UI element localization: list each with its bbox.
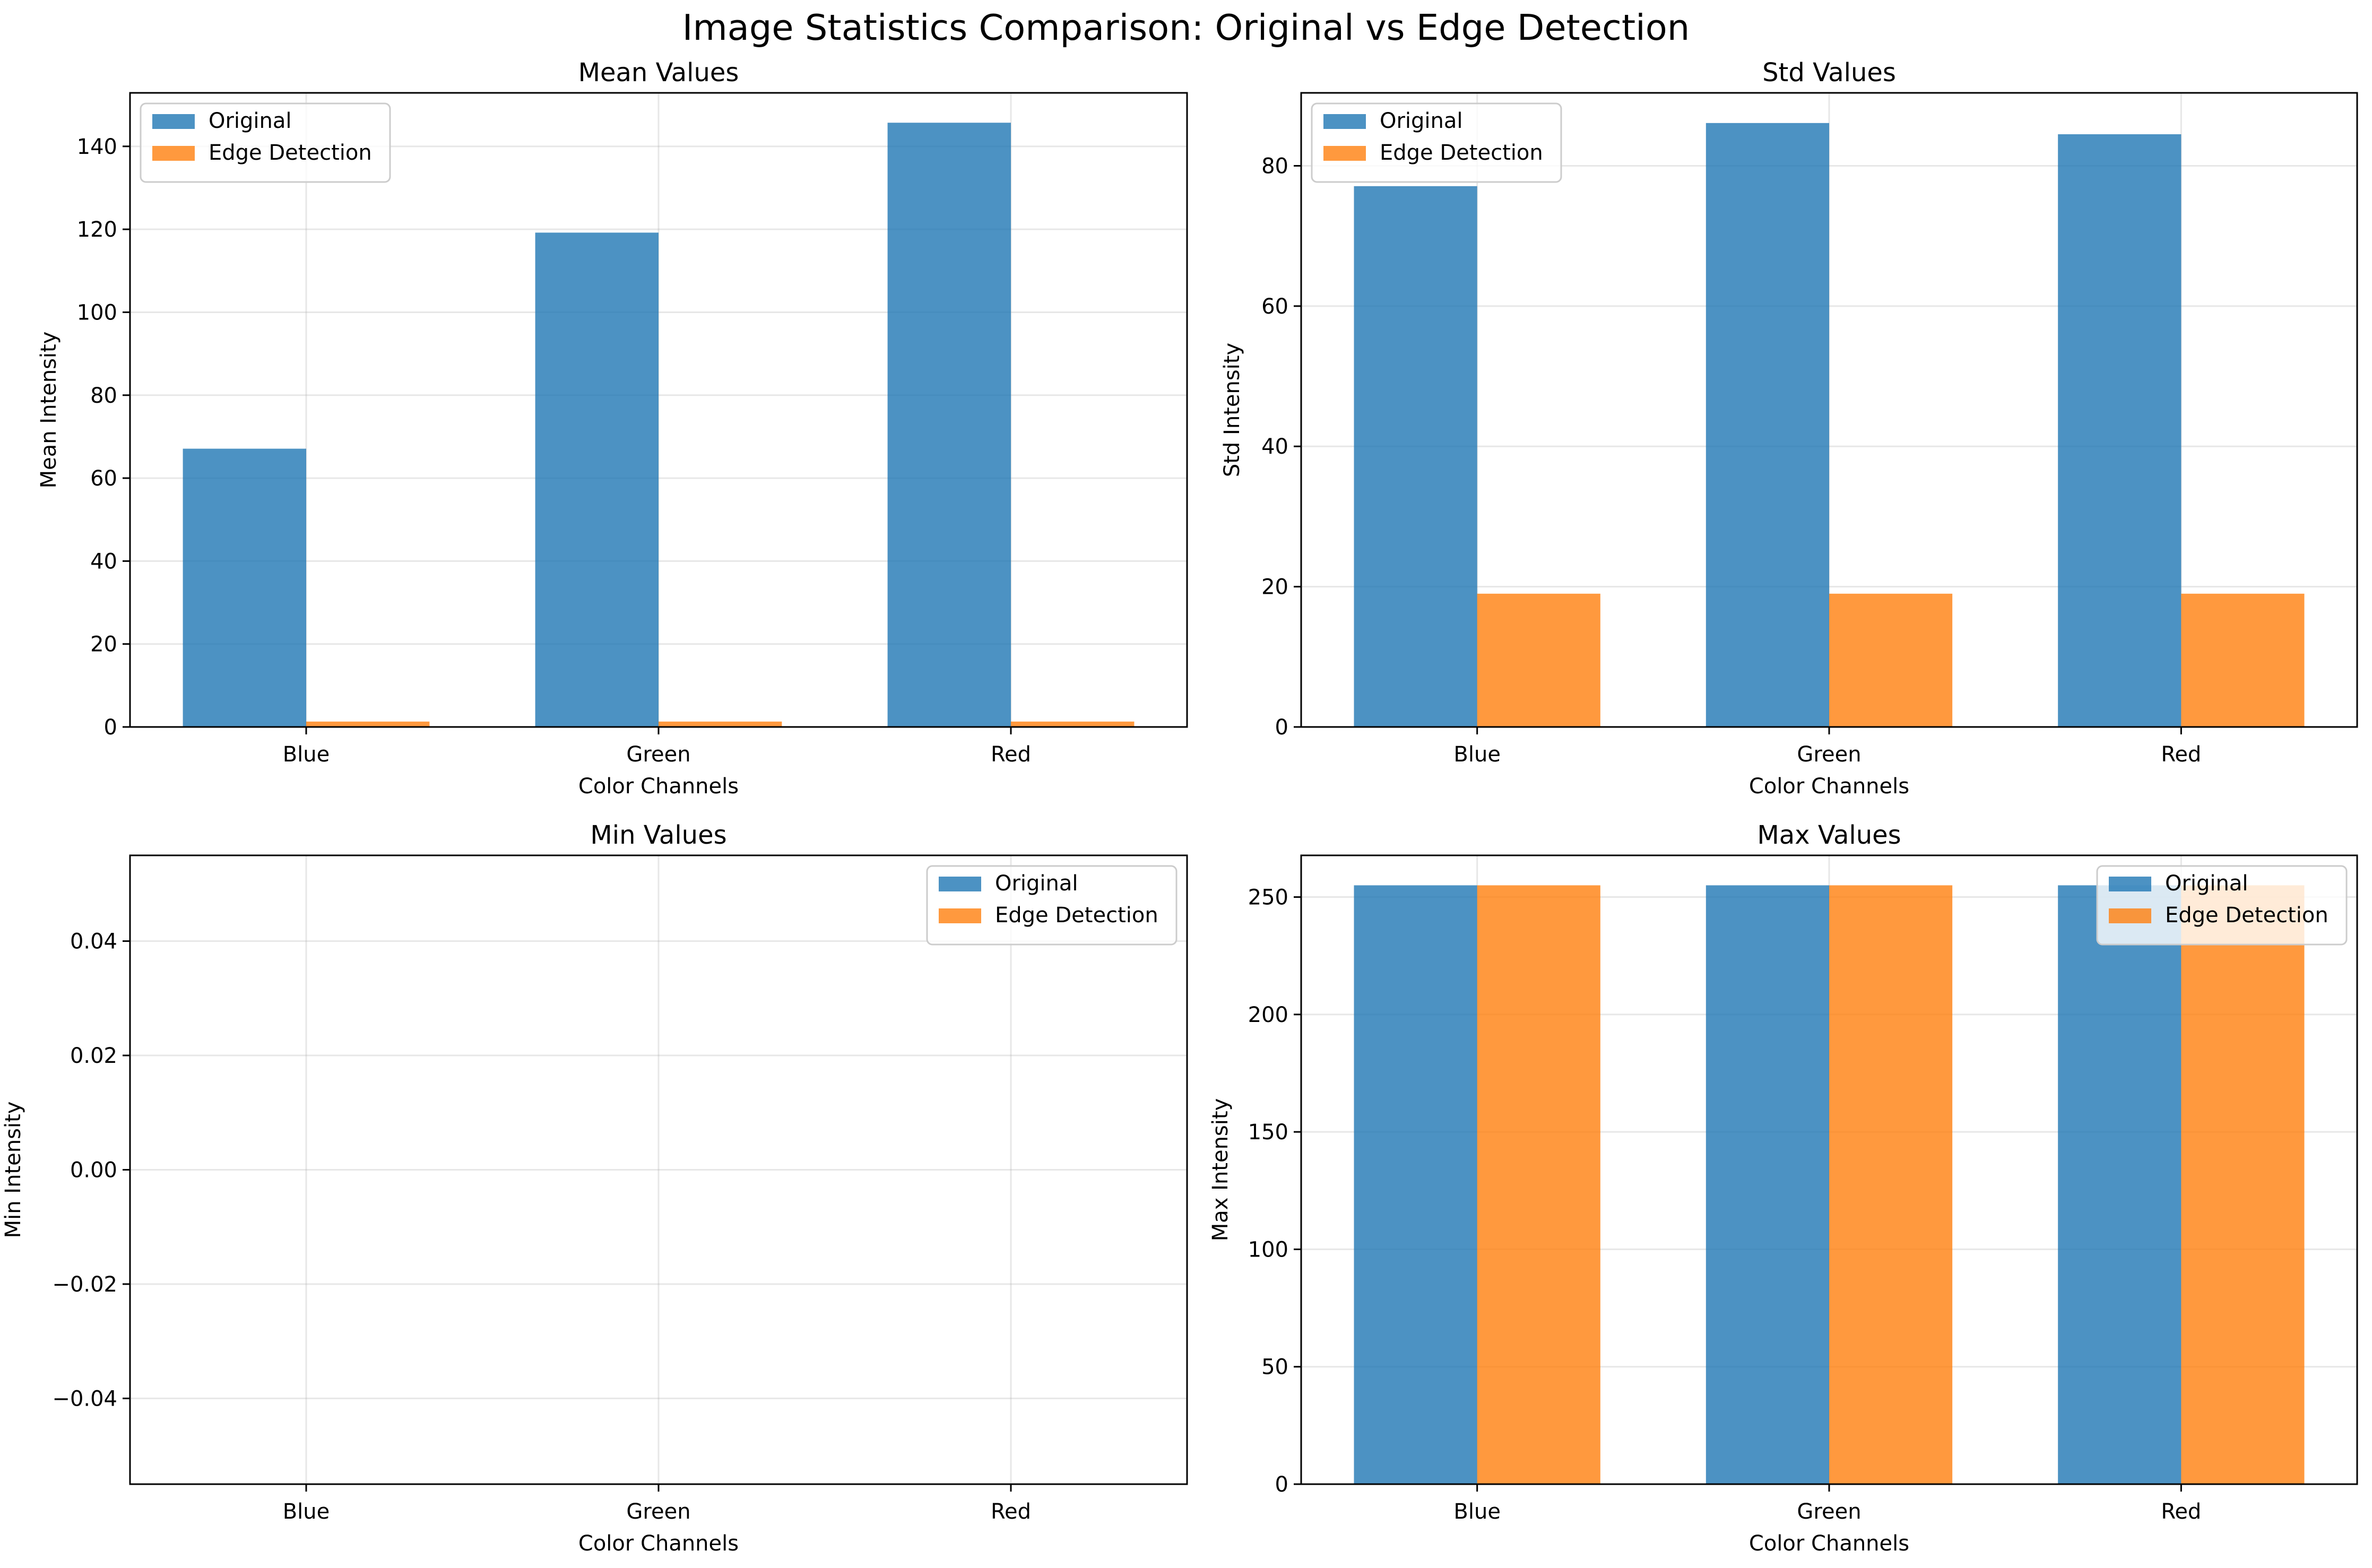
subplot-title: Mean Values xyxy=(578,58,739,88)
legend-label: Original xyxy=(2165,871,2248,896)
bar-original-red xyxy=(2058,134,2181,727)
subplots: 0 20 40 60 80 100 120 140 Blue Green Red Color Chan… xyxy=(1,58,2358,1556)
x-tick-label: Red xyxy=(2161,742,2201,767)
x-tick-label: Red xyxy=(2161,1500,2201,1524)
y-tick-label: −0.04 xyxy=(52,1387,117,1411)
bar-edge-detection-red xyxy=(1011,721,1135,727)
legend-swatch-original xyxy=(939,877,981,891)
bar-original-green xyxy=(1706,885,1829,1484)
x-tick-label: Blue xyxy=(1453,1500,1501,1524)
subplot-title: Min Values xyxy=(590,820,726,850)
y-tick-label: 60 xyxy=(90,466,117,491)
x-tick-label: Green xyxy=(1797,742,1861,767)
legend-swatch-original xyxy=(1323,114,1366,129)
x-tick-label: Red xyxy=(991,742,1031,767)
subplot-title: Max Values xyxy=(1757,820,1901,850)
legend-swatch-edge-detection xyxy=(2109,908,2151,923)
legend-label: Original xyxy=(995,871,1078,896)
bar-edge-detection-green xyxy=(659,721,782,727)
x-tick-label: Blue xyxy=(283,1500,330,1524)
y-tick-label: 150 xyxy=(1248,1120,1288,1145)
legend-swatch-original xyxy=(152,114,195,129)
y-tick-label: 140 xyxy=(77,135,117,159)
y-tick-label: 40 xyxy=(1261,435,1288,459)
legend-swatch-original xyxy=(2109,877,2151,891)
y-tick-label: 200 xyxy=(1248,1003,1288,1027)
bar-edge-detection-blue xyxy=(1477,885,1600,1484)
y-axis-label: Mean Intensity xyxy=(37,332,61,489)
bar-edge-detection-blue xyxy=(1477,593,1600,727)
bar-original-blue xyxy=(183,448,306,727)
y-tick-label: 60 xyxy=(1261,294,1288,319)
x-tick-label: Red xyxy=(991,1500,1031,1524)
x-tick-label: Blue xyxy=(283,742,330,767)
bar-original-blue xyxy=(1354,885,1477,1484)
y-axis-label: Max Intensity xyxy=(1208,1098,1233,1242)
y-tick-label: 80 xyxy=(90,384,117,408)
legend-frame xyxy=(926,865,1178,946)
legend-label: Edge Detection xyxy=(209,141,372,165)
y-axis-label: Std Intensity xyxy=(1220,343,1244,477)
subplot-3: −0.04 −0.02 0.00 0.02 0.04 Blue Green Red Color … xyxy=(1,820,1188,1556)
y-tick-label: −0.02 xyxy=(52,1272,117,1297)
x-axis-label: Color Channels xyxy=(578,774,739,799)
subplot-1: 0 20 40 60 80 100 120 140 Blue Green Red Color Chan… xyxy=(37,58,1188,799)
y-tick-label: 20 xyxy=(1261,575,1288,600)
y-tick-label: 40 xyxy=(90,549,117,574)
y-tick-label: 0.04 xyxy=(70,930,117,954)
bar-original-red xyxy=(887,123,1011,727)
bar-edge-detection-green xyxy=(1829,593,1953,727)
bar-edge-detection-blue xyxy=(306,721,430,727)
y-tick-label: 0 xyxy=(1275,1472,1288,1497)
y-tick-label: 0 xyxy=(104,715,117,740)
bar-original-red xyxy=(2058,885,2181,1484)
y-tick-label: 80 xyxy=(1261,154,1288,178)
x-axis-label: Color Channels xyxy=(578,1531,739,1556)
legend: Original Edge Detection xyxy=(2096,865,2348,946)
bar-edge-detection-red xyxy=(2181,885,2305,1484)
legend: Original Edge Detection xyxy=(140,102,391,183)
legend-swatch-edge-detection xyxy=(152,146,195,161)
legend-frame xyxy=(140,102,391,183)
bar-edge-detection-red xyxy=(2181,593,2305,727)
subplot-title: Std Values xyxy=(1762,58,1896,88)
x-tick-label: Green xyxy=(626,742,690,767)
x-tick-label: Green xyxy=(626,1500,690,1524)
y-tick-label: 20 xyxy=(90,633,117,657)
y-tick-label: 0 xyxy=(1275,715,1288,740)
y-tick-label: 120 xyxy=(77,218,117,242)
subplot-4: 0 50 100 150 200 250 Blue Green Red Color Channel… xyxy=(1208,820,2358,1556)
legend-label: Original xyxy=(209,109,292,133)
legend-label: Edge Detection xyxy=(2165,903,2328,928)
x-tick-label: Blue xyxy=(1453,742,1501,767)
bar-edge-detection-green xyxy=(1829,885,1953,1484)
y-tick-label: 0.00 xyxy=(70,1158,117,1183)
legend-swatch-edge-detection xyxy=(1323,146,1366,161)
legend: Original Edge Detection xyxy=(926,865,1178,946)
y-tick-label: 50 xyxy=(1261,1355,1288,1380)
x-axis-label: Color Channels xyxy=(1749,1531,1909,1556)
y-tick-label: 250 xyxy=(1248,886,1288,910)
y-tick-label: 100 xyxy=(77,300,117,325)
legend-frame xyxy=(1311,102,1562,183)
bar-original-green xyxy=(535,232,659,727)
bar-original-green xyxy=(1706,123,1829,727)
bar-original-blue xyxy=(1354,186,1477,727)
x-tick-label: Green xyxy=(1797,1500,1861,1524)
legend-label: Edge Detection xyxy=(995,903,1158,928)
subplot-2: 0 20 40 60 80 Blue Green Red Color Channels Std I… xyxy=(1220,58,2358,799)
y-tick-label: 0.02 xyxy=(70,1044,117,1068)
y-axis-label: Min Intensity xyxy=(1,1102,25,1238)
figure-title: Image Statistics Comparison: Original vs… xyxy=(682,7,1690,48)
x-axis-label: Color Channels xyxy=(1749,774,1909,799)
legend-swatch-edge-detection xyxy=(939,908,981,923)
legend: Original Edge Detection xyxy=(1311,102,1562,183)
legend-label: Original xyxy=(1380,109,1463,133)
y-tick-label: 100 xyxy=(1248,1237,1288,1262)
legend-frame xyxy=(2096,865,2348,946)
legend-label: Edge Detection xyxy=(1380,141,1543,165)
